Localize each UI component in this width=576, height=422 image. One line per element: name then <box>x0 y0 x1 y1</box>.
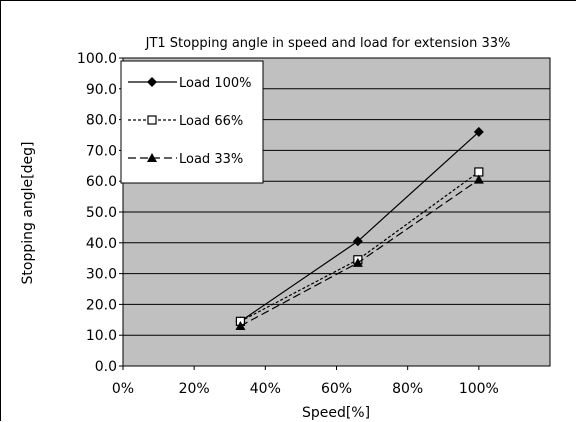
legend-marker <box>147 77 157 87</box>
y-tick-label: 0.0 <box>95 359 117 375</box>
y-tick-label: 30.0 <box>86 267 117 283</box>
x-tick-label: 60% <box>321 381 352 397</box>
y-tick-label: 40.0 <box>86 236 117 252</box>
y-tick-label: 90.0 <box>86 82 117 98</box>
x-axis-label: Speed[%] <box>302 405 370 421</box>
legend-entry: Load 100% <box>128 76 251 91</box>
legend-label: Load 66% <box>179 114 243 129</box>
y-tick-label: 60.0 <box>86 174 117 190</box>
x-tick-label: 80% <box>392 381 423 397</box>
legend-entry: Load 33% <box>128 152 243 167</box>
legend-label: Load 33% <box>179 152 243 167</box>
chart-title: JT1 Stopping angle in speed and load for… <box>145 36 511 51</box>
y-tick-label: 20.0 <box>86 297 117 313</box>
y-tick-label: 100.0 <box>77 51 117 67</box>
x-tick-label: 40% <box>250 381 281 397</box>
legend-marker <box>147 115 157 125</box>
legend-box <box>120 60 264 184</box>
series-2 <box>235 174 484 330</box>
y-axis-ticks: 0.0 10.0 20.0 30.0 40.0 50.0 60.0 70.0 80.0 90.0 1… <box>77 51 123 375</box>
x-tick-label: 100% <box>459 381 499 397</box>
data-point <box>473 126 484 137</box>
x-tick-label: 0% <box>112 381 134 397</box>
legend-marker <box>147 153 157 162</box>
y-tick-label: 50.0 <box>86 205 117 221</box>
data-point <box>473 174 484 184</box>
series-group <box>235 126 484 330</box>
data-point <box>352 257 363 267</box>
y-tick-label: 80.0 <box>86 113 117 129</box>
x-axis-ticks: 0% 20% 40% 60% 80% 100% <box>112 366 499 397</box>
data-point <box>352 236 363 247</box>
x-tick-label: 20% <box>179 381 210 397</box>
data-point <box>235 320 246 330</box>
legend-entry: Load 66% <box>128 114 243 129</box>
legend-label: Load 100% <box>179 76 251 91</box>
legend: Load 100% Load 66% Load 33% <box>120 60 264 184</box>
y-tick-label: 10.0 <box>86 328 117 344</box>
y-axis-label: Stopping angle[deg] <box>20 142 36 285</box>
y-tick-label: 70.0 <box>86 143 117 159</box>
